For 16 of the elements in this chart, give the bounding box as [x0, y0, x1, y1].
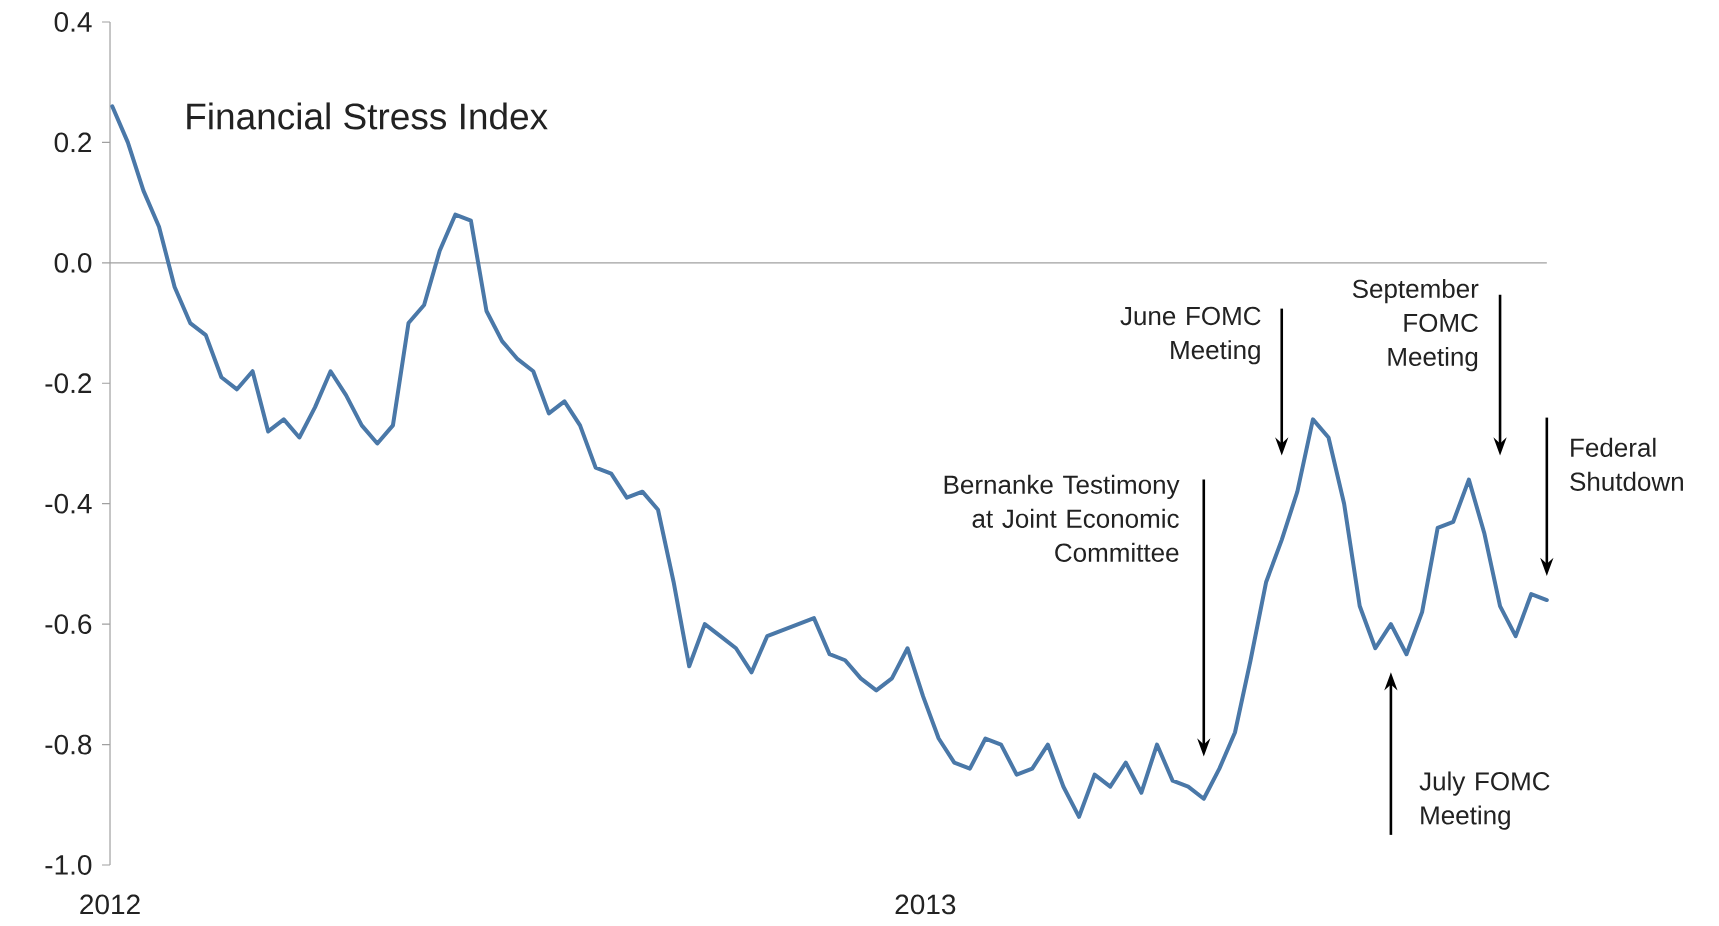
text: Financial Stress Index	[187, 102, 548, 130]
annotation: Bernanke Testimony at Joint Economic Committee	[944, 474, 1180, 562]
y-tick-label: -1.0	[45, 855, 92, 875]
y-tick-label: 0.4	[54, 12, 92, 32]
text: Federal Shutdown	[1570, 437, 1683, 491]
y-tick-label: -0.4	[45, 493, 92, 514]
annotation: September FOMC Meeting	[1352, 278, 1479, 372]
y-tick-label: -0.6	[45, 614, 92, 635]
x-tick-label: 2013	[895, 894, 956, 915]
y-tick-label: -0.2	[45, 373, 92, 394]
annotation: June FOMC Meeting	[1120, 306, 1261, 365]
y-tick-label: 0.2	[54, 132, 92, 153]
y-tick-label: -0.8	[45, 734, 92, 755]
x-tick-label: 2012	[80, 894, 140, 915]
y-tick-label: 0.0	[54, 252, 92, 273]
annotation: July FOMC Meeting	[1419, 771, 1550, 830]
